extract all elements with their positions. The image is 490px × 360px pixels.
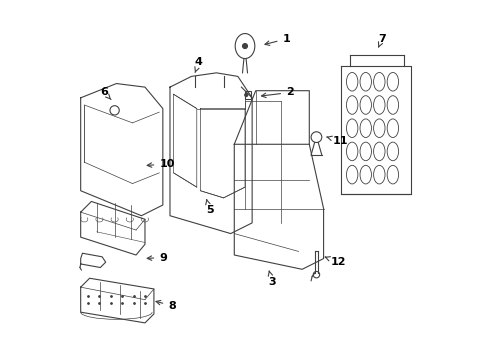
Text: 8: 8 <box>156 301 176 311</box>
Text: 7: 7 <box>378 34 386 47</box>
Text: 2: 2 <box>262 87 294 98</box>
Text: 10: 10 <box>147 159 174 169</box>
Circle shape <box>243 44 247 49</box>
Text: 6: 6 <box>100 87 111 100</box>
Text: 5: 5 <box>206 200 213 215</box>
Text: 12: 12 <box>325 257 346 267</box>
Text: 4: 4 <box>195 57 203 72</box>
Circle shape <box>245 94 247 96</box>
Text: 9: 9 <box>147 252 167 262</box>
Text: 3: 3 <box>268 271 276 287</box>
Text: 1: 1 <box>265 34 290 45</box>
Text: 11: 11 <box>327 136 348 146</box>
